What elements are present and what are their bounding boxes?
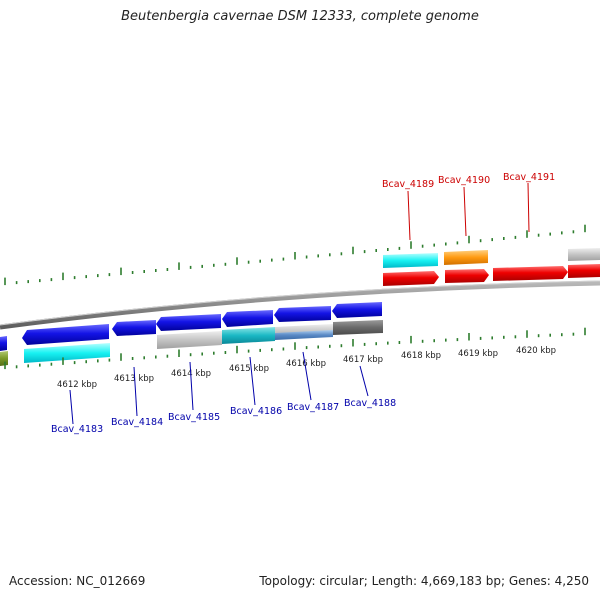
kbp-label: 4615 kbp [229, 364, 269, 374]
gene-label-bcav-4184[interactable]: Bcav_4184 [111, 417, 163, 428]
gene-arrow-bcav-4183[interactable] [22, 324, 109, 345]
inner-tick-ruler [4, 327, 586, 370]
gene-label-bcav-4185[interactable]: Bcav_4185 [168, 412, 220, 423]
topology-text: Topology: circular; Length: 4,669,183 bp… [259, 574, 589, 588]
kbp-label: 4613 kbp [114, 374, 154, 384]
kbp-label: 4618 kbp [401, 351, 441, 361]
gene-arrow-bcav-4187[interactable] [274, 306, 331, 322]
gene-arrow-bcav-4191[interactable] [493, 266, 568, 281]
gene-arrow-bcav-4186[interactable] [222, 310, 273, 327]
gene-arrow-bcav-4190-marker[interactable] [444, 250, 488, 265]
gene-marker-bcav-4186 [222, 327, 275, 344]
kbp-label: 4616 kbp [286, 359, 326, 369]
genome-backbone [0, 280, 600, 330]
gene-marker-bcav-4185 [157, 331, 222, 349]
gene-arrow-bcav-4188[interactable] [332, 302, 382, 318]
kbp-scale-labels: 4612 kbp 4613 kbp 4614 kbp 4615 kbp 4616… [57, 346, 556, 390]
gene-arrow-bcav-4184[interactable] [112, 320, 156, 336]
gene-arrow-left-edge[interactable] [0, 336, 7, 351]
gene-arrow-bcav-4185[interactable] [156, 314, 221, 331]
gene-label-bcav-4188[interactable]: Bcav_4188 [344, 398, 396, 409]
reverse-gene-labels: Bcav_4183 Bcav_4184 Bcav_4185 Bcav_4186 … [51, 351, 396, 435]
gene-label-bcav-4191[interactable]: Bcav_4191 [503, 172, 555, 183]
gene-marker-bcav-4183 [24, 343, 110, 363]
gene-label-bcav-4183[interactable]: Bcav_4183 [51, 424, 103, 435]
kbp-label: 4620 kbp [516, 346, 556, 356]
forward-gene-labels: Bcav_4189 Bcav_4190 Bcav_4191 [382, 172, 555, 241]
gene-label-bcav-4190[interactable]: Bcav_4190 [438, 175, 490, 186]
kbp-label: 4612 kbp [57, 380, 97, 390]
gene-label-bcav-4187[interactable]: Bcav_4187 [287, 402, 339, 413]
gene-arrow-bcav-4189-marker[interactable] [383, 253, 438, 268]
gene-marker-olive [0, 351, 8, 366]
gene-marker-bcav-4187-b [275, 330, 333, 340]
gene-label-bcav-4189[interactable]: Bcav_4189 [382, 179, 434, 190]
gene-marker-bcav-4188 [333, 320, 383, 335]
outer-tick-ruler [4, 224, 586, 286]
kbp-label: 4619 kbp [458, 349, 498, 359]
forward-strand-genes [383, 248, 600, 286]
accession-text: Accession: NC_012669 [9, 574, 146, 588]
gene-arrow-bcav-4190[interactable] [445, 269, 489, 283]
reverse-strand-genes [0, 302, 383, 366]
gene-arrow-bcav-4189[interactable] [383, 271, 439, 286]
gene-arrow-bcav-4192[interactable] [568, 264, 600, 278]
kbp-label: 4617 kbp [343, 355, 383, 365]
genome-title: Beutenbergia cavernae DSM 12333, complet… [121, 9, 479, 24]
gene-label-bcav-4186[interactable]: Bcav_4186 [230, 406, 282, 417]
gene-arrow-bcav-4192-marker[interactable] [568, 248, 600, 261]
